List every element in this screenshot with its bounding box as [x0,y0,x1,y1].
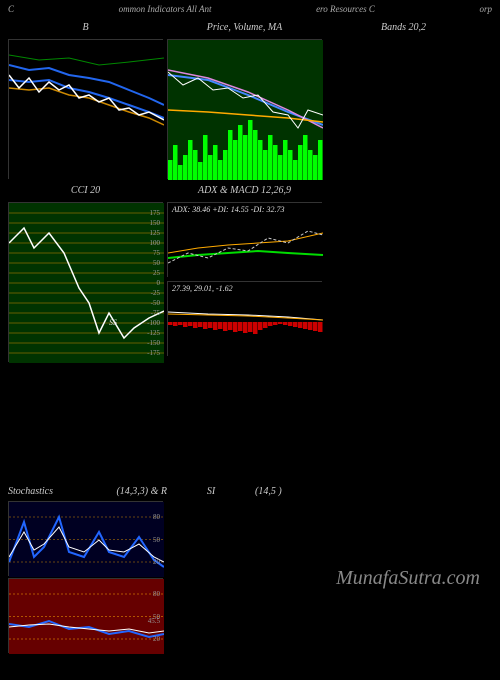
row3-titles: Stochastics (14,3,3) & R SI (14,5 ) [0,484,500,499]
watermark: MunafaSutra.com [336,567,480,590]
adx-values-label: ADX: 38.46 +DI: 14.55 -DI: 32.73 [172,205,285,214]
row1-panels [0,37,500,181]
spacer [0,364,500,484]
stoch-title-mid: (14,3,3) & R [82,486,167,497]
empty-panel-1 [326,39,481,179]
bands-title: Bands 20,2 [326,20,481,35]
empty-panel-2 [326,202,481,362]
hdr-left: C [8,4,14,14]
macd-values-label: 27.39, 29.01, -1.62 [172,284,233,293]
adx-macd-panel: ADX: 38.46 +DI: 14.55 -DI: 32.73 27.39, … [167,202,322,362]
header-row: C ommon Indicators All Ant ero Resources… [0,0,500,18]
hdr-right: orp [479,4,492,14]
bbands-panel [8,39,163,179]
stoch-panel: 805020 [8,501,163,576]
price-title: Price, Volume, MA [167,20,322,35]
row1-titles: B Price, Volume, MA Bands 20,2 [0,18,500,37]
stoch-title-left: Stochastics [8,486,78,497]
price-panel [167,39,322,179]
row2-panels: 1751501251007550250-25-50-75-100-125-150… [0,200,500,364]
stoch-title-si: SI [171,486,251,497]
cci-title: CCI 20 [8,183,163,198]
hdr-cl: ommon Indicators All Ant [119,4,212,14]
hdr-cr: ero Resources C [316,4,375,14]
adx-title: ADX & MACD 12,26,9 [167,183,322,198]
rsi-panel: 80502045.5 [8,578,163,653]
bbands-title: B [8,20,163,35]
stoch-title-right: (14,5 ) [255,486,405,497]
empty-title-2 [326,183,481,198]
cci-ss-label: SS [109,318,117,327]
cci-panel: 1751501251007550250-25-50-75-100-125-150… [8,202,163,362]
row2-titles: CCI 20 ADX & MACD 12,26,9 [0,181,500,200]
